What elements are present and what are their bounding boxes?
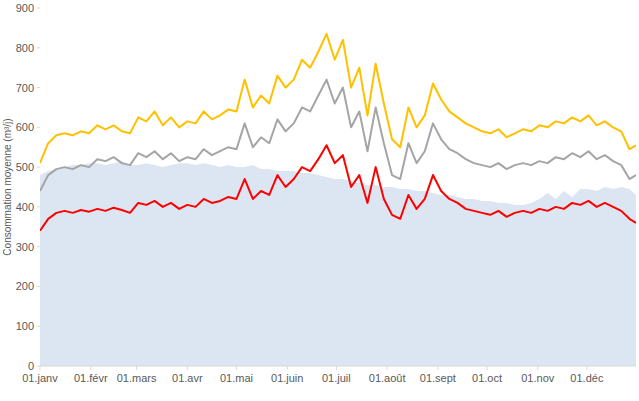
y-tick bbox=[37, 286, 40, 287]
x-tick bbox=[236, 366, 237, 370]
x-tick bbox=[90, 366, 91, 370]
line-series bbox=[40, 145, 636, 231]
y-tick-label: 400 bbox=[16, 201, 34, 213]
y-tick bbox=[37, 8, 40, 9]
chart: 0 100 200 300 400 500 600 700 800 900 01.janv 01.fé… bbox=[0, 0, 639, 401]
x-tick bbox=[537, 366, 538, 370]
y-tick-label: 500 bbox=[16, 161, 34, 173]
y-tick bbox=[37, 127, 40, 128]
x-tick-label: 01.juil bbox=[322, 372, 351, 384]
y-tick-label: 800 bbox=[16, 42, 34, 54]
x-tick bbox=[287, 366, 288, 370]
x-tick bbox=[437, 366, 438, 370]
area-series bbox=[40, 161, 636, 366]
y-tick bbox=[37, 206, 40, 207]
y-tick-label: 300 bbox=[16, 241, 34, 253]
x-tick bbox=[336, 366, 337, 370]
x-tick bbox=[40, 366, 41, 370]
x-tick bbox=[187, 366, 188, 370]
y-tick-label: 700 bbox=[16, 82, 34, 94]
x-tick-label: 01.janv bbox=[22, 372, 58, 384]
x-tick bbox=[387, 366, 388, 370]
x-tick-label: 01.août bbox=[369, 372, 406, 384]
y-axis-label: Consommation moyenne (m³/j) bbox=[2, 118, 13, 255]
y-tick-label: 900 bbox=[16, 2, 34, 14]
y-tick bbox=[37, 167, 40, 168]
x-tick-label: 01.mai bbox=[220, 372, 253, 384]
x-tick-label: 01.nov bbox=[521, 372, 555, 384]
x-tick bbox=[487, 366, 488, 370]
x-tick-label: 01.sept bbox=[420, 372, 456, 384]
x-tick-label: 01.mars bbox=[117, 372, 157, 384]
y-tick-label: 600 bbox=[16, 121, 34, 133]
y-tick bbox=[37, 246, 40, 247]
y-tick-label: 200 bbox=[16, 280, 34, 292]
y-tick bbox=[37, 47, 40, 48]
x-tick-label: 01.juin bbox=[271, 372, 303, 384]
x-tick bbox=[136, 366, 137, 370]
y-tick bbox=[37, 87, 40, 88]
x-tick-label: 01.févr bbox=[74, 372, 108, 384]
x-axis bbox=[40, 366, 636, 367]
line-series bbox=[40, 80, 636, 191]
x-tick-label: 01.avr bbox=[172, 372, 203, 384]
x-tick bbox=[586, 366, 587, 370]
x-tick-label: 01.déc bbox=[570, 372, 604, 384]
y-tick bbox=[37, 326, 40, 327]
y-tick-label: 100 bbox=[16, 320, 34, 332]
x-tick-label: 01.oct bbox=[472, 372, 502, 384]
plot-area bbox=[40, 34, 636, 366]
y-tick-label: 0 bbox=[28, 360, 34, 372]
